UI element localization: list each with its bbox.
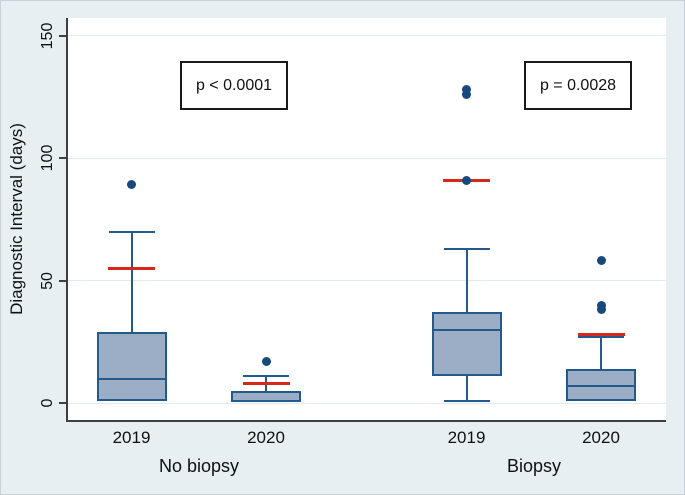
y-tickmark xyxy=(59,34,67,37)
x-tick-label: 2019 xyxy=(447,428,486,447)
outlier-dot xyxy=(127,180,136,190)
y-gridline xyxy=(68,402,666,404)
whisker-cap-upper xyxy=(443,247,490,250)
whisker-stem-upper xyxy=(600,336,602,369)
group-label-no-biopsy: No biopsy xyxy=(158,456,240,476)
mean-marker-line xyxy=(242,381,290,385)
y-tickmark xyxy=(59,157,67,159)
box-iqr xyxy=(566,368,636,401)
y-tickmark xyxy=(59,402,67,404)
outlier-dot xyxy=(596,300,606,310)
outlier-dot xyxy=(596,305,606,315)
outlier-dot xyxy=(596,256,606,266)
group-label-biopsy: Biopsy xyxy=(506,456,562,476)
x-tick-label: 2020 xyxy=(582,428,620,447)
y-axis-line xyxy=(66,18,68,422)
whisker-cap-upper xyxy=(243,375,289,378)
y-tick-label: 0 xyxy=(39,398,56,408)
y-tick-label: 50 xyxy=(39,271,56,290)
mean-marker-line xyxy=(108,266,155,270)
y-axis-title: Diagnostic Interval (days) xyxy=(7,123,26,315)
outlier-dot xyxy=(462,84,471,94)
median-line xyxy=(233,399,299,402)
p-value-label-biopsy: p = 0.0028 xyxy=(539,76,617,94)
median-line xyxy=(433,328,500,331)
outlier-dot xyxy=(261,356,271,366)
outlier-dot xyxy=(462,175,471,185)
y-tick-label: 100 xyxy=(39,144,56,172)
whisker-cap-lower xyxy=(443,399,490,402)
whisker-stem-upper xyxy=(130,231,133,332)
p-value-label-no-biopsy: p < 0.0001 xyxy=(195,76,273,94)
whisker-stem-upper xyxy=(465,248,468,313)
y-gridline xyxy=(68,280,666,281)
x-axis-line xyxy=(66,420,666,422)
mean-marker-line xyxy=(577,332,625,336)
y-gridline xyxy=(68,157,666,159)
x-tick-label: 2020 xyxy=(247,428,285,447)
y-tickmark xyxy=(59,279,67,282)
whisker-cap-upper xyxy=(108,230,155,233)
median-line xyxy=(568,384,634,387)
y-tick-label: 150 xyxy=(39,22,56,49)
whisker-cap-upper xyxy=(578,335,624,338)
p-value-box-no-biopsy: p < 0.0001 xyxy=(180,61,288,110)
p-value-box-biopsy: p = 0.0028 xyxy=(524,61,632,110)
outlier-dot xyxy=(462,89,471,99)
whisker-stem-lower xyxy=(465,376,468,401)
box-iqr xyxy=(431,312,502,377)
x-tick-label: 2019 xyxy=(112,428,151,447)
y-gridline xyxy=(68,35,666,36)
box-iqr xyxy=(96,331,167,401)
median-line xyxy=(98,377,165,380)
